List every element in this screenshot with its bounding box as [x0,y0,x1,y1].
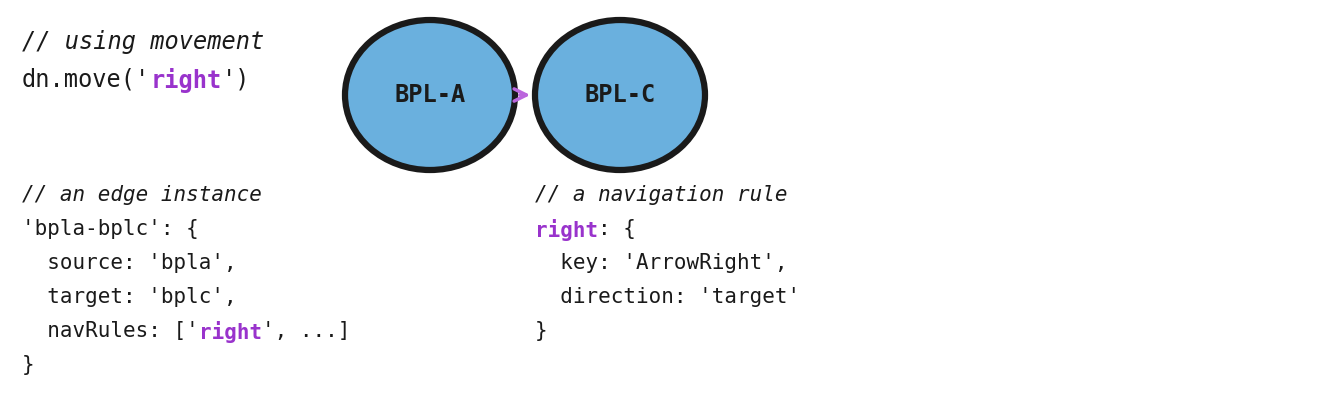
Text: }: } [535,321,547,341]
Text: right: right [150,68,222,93]
Text: 'bpla-bplc': {: 'bpla-bplc': { [21,219,199,239]
Text: right: right [199,321,262,343]
Text: direction: 'target': direction: 'target' [535,287,800,307]
Ellipse shape [535,20,705,170]
Ellipse shape [345,20,515,170]
Text: right: right [535,219,598,241]
Text: ', ...]: ', ...] [262,321,351,341]
Text: : {: : { [598,219,636,239]
Text: '): ') [222,68,250,92]
Text: // an edge instance: // an edge instance [21,185,262,205]
FancyArrowPatch shape [514,89,526,101]
Text: dn.move(': dn.move(' [21,68,150,92]
Text: BPL-A: BPL-A [395,83,466,107]
Text: target: 'bplc',: target: 'bplc', [21,287,237,307]
Text: key: 'ArrowRight',: key: 'ArrowRight', [535,253,788,273]
Text: }: } [21,355,35,375]
Text: source: 'bpla',: source: 'bpla', [21,253,237,273]
Text: // a navigation rule: // a navigation rule [535,185,788,205]
Text: // using movement: // using movement [21,30,264,54]
Text: BPL-C: BPL-C [585,83,656,107]
Text: navRules: [': navRules: [' [21,321,199,341]
